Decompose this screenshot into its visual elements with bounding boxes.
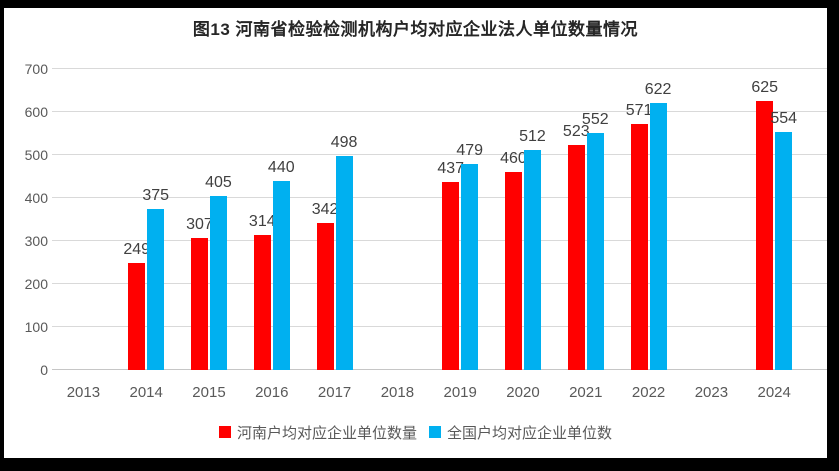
data-label: 523 [562, 123, 590, 141]
legend-item: 全国户均对应企业单位数 [429, 422, 612, 443]
x-axis-line [52, 369, 827, 370]
bar-2019: 437 [437, 161, 464, 370]
x-tick-label: 2019 [443, 384, 477, 401]
y-tick-label: 600 [24, 104, 48, 120]
x-tick-label: 2023 [694, 384, 729, 401]
data-label: 479 [456, 142, 484, 160]
x-tick-label: 2017 [317, 384, 352, 401]
category-column: 460 512 [492, 69, 555, 370]
category-column [366, 69, 429, 370]
y-tick-label: 700 [24, 61, 48, 77]
bar-2014: 375 [142, 187, 169, 370]
chart-title: 图13 河南省检验检测机构户均对应企业法人单位数量情况 [192, 20, 639, 39]
legend-label: 河南户均对应企业单位数量 [236, 424, 417, 442]
y-tick-label: 400 [24, 190, 48, 206]
data-label: 552 [581, 110, 609, 128]
data-label: 625 [751, 79, 779, 97]
data-label: 375 [142, 186, 170, 204]
category-column: 625 554 [743, 69, 806, 370]
category-column [52, 69, 115, 370]
x-tick-label: 2024 [757, 384, 791, 401]
y-tick-label: 0 [40, 362, 48, 378]
bar-2015: 405 [205, 174, 232, 370]
bar-2017: 498 [331, 134, 357, 370]
x-tick-label: 2022 [631, 384, 666, 401]
legend-swatch-icon [218, 426, 231, 438]
bar-2024: 554 [770, 110, 797, 370]
data-label: 314 [248, 212, 276, 230]
gridline [52, 68, 827, 69]
gridline [52, 283, 827, 284]
data-label: 440 [267, 158, 295, 176]
data-label: 405 [205, 173, 232, 191]
bar-2017: 342 [312, 201, 338, 370]
bar-2019: 479 [456, 143, 483, 370]
gridline [52, 154, 827, 155]
category-column: 437 479 [429, 69, 492, 370]
data-label: 437 [437, 160, 465, 178]
x-tick-label: 2018 [380, 384, 415, 401]
data-label: 571 [625, 102, 653, 120]
x-tick-label: 2021 [569, 384, 603, 401]
bar-2020: 460 [500, 151, 527, 370]
x-tick-label: 2013 [66, 384, 101, 401]
category-column: 307 405 [178, 69, 241, 370]
data-label: 249 [123, 240, 151, 258]
x-tick-label: 2020 [506, 384, 540, 401]
data-label: 460 [500, 150, 527, 168]
chart-canvas: 图13 河南省检验检测机构户均对应企业法人单位数量情况 249 375 307 405… [4, 8, 827, 458]
plot-area: 249 375 307 405 314 440 342 498 437 479 460 512 523 5… [52, 68, 827, 370]
category-column: 523 552 [554, 69, 617, 370]
y-tick-label: 100 [24, 319, 48, 335]
x-tick-label: 2016 [255, 384, 289, 401]
y-tick-label: 300 [24, 233, 48, 249]
category-column [680, 69, 743, 370]
category-column: 571 622 [617, 69, 680, 370]
bar-2014: 249 [123, 241, 150, 370]
data-label: 307 [186, 216, 213, 233]
x-tick-label: 2014 [129, 384, 163, 401]
category-column: 342 498 [303, 69, 366, 370]
category-column: 314 440 [240, 69, 303, 370]
legend: 河南户均对应企业单位数量 全国户均对应企业单位数 [4, 421, 827, 443]
data-label: 498 [330, 133, 358, 151]
bar-2016: 440 [268, 159, 295, 370]
category-column: 249 375 [115, 69, 178, 370]
data-label: 622 [644, 80, 672, 98]
data-label: 342 [311, 200, 339, 218]
legend-label: 全国户均对应企业单位数 [447, 424, 613, 442]
bar-2021: 552 [582, 111, 609, 370]
legend-swatch-icon [429, 426, 441, 438]
gridline [52, 111, 827, 112]
bar-2021: 523 [563, 124, 590, 370]
y-tick-label: 500 [24, 147, 48, 163]
bar-2022: 571 [626, 103, 652, 370]
bar-2016: 314 [249, 213, 276, 370]
bar-2024: 625 [751, 80, 778, 370]
y-tick-label: 200 [24, 276, 48, 292]
data-label: 512 [519, 127, 546, 145]
bar-2015: 307 [186, 217, 213, 370]
gridline [52, 197, 827, 198]
data-label: 554 [770, 109, 798, 127]
bar-2022: 622 [645, 81, 671, 370]
bar-2020: 512 [519, 128, 546, 370]
gridline [52, 326, 827, 327]
x-tick-label: 2015 [192, 384, 226, 401]
gridline [52, 240, 827, 241]
legend-item: 河南户均对应企业单位数量 [218, 422, 417, 443]
